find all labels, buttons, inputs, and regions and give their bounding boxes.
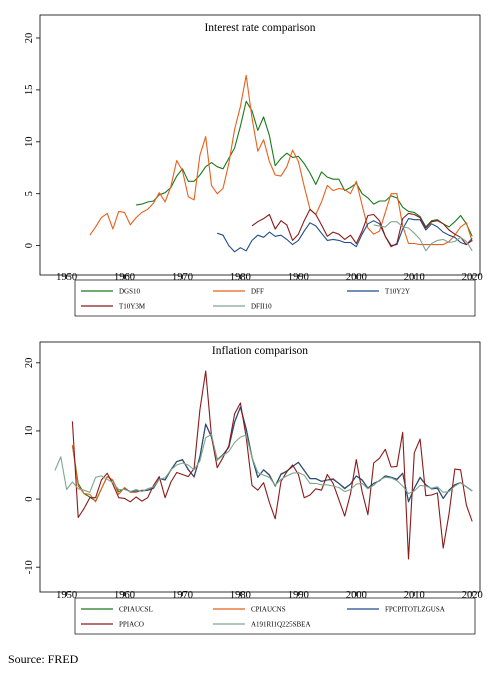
- series-line-dgs10: [136, 100, 473, 237]
- y-tick-label: 5: [24, 191, 35, 196]
- y-tick-label: 0: [24, 496, 35, 501]
- source-note: Source: FRED: [8, 652, 79, 666]
- legend-label: T10Y3M: [119, 303, 146, 311]
- x-tick-label: 2000: [346, 590, 367, 601]
- x-tick-label: 1980: [230, 272, 251, 283]
- x-tick-label: 1960: [114, 272, 135, 283]
- x-tick-label: 2020: [462, 272, 483, 283]
- series-line-t10y3m: [251, 208, 473, 248]
- x-tick-label: 1990: [288, 272, 309, 283]
- legend-label: T10Y2Y: [385, 288, 410, 296]
- series-line-t10y2y: [217, 218, 473, 253]
- legend-label: DFII10: [251, 303, 272, 311]
- chart-title: Inflation comparison: [212, 345, 308, 357]
- series-line-dfii10: [373, 221, 473, 252]
- plot-frame: [39, 14, 481, 276]
- legend-label: CPIAUCSL: [119, 606, 153, 614]
- interest-chart: Interest rate comparison 1950 1960 1970 1980…: [24, 14, 483, 317]
- x-tick-label: 2020: [462, 590, 483, 601]
- x-tick-label: 1950: [56, 272, 77, 283]
- y-tick-label: 20: [24, 358, 35, 369]
- series-line-dff: [89, 74, 473, 246]
- legend-label: FPCPITOTLZGUSA: [385, 606, 445, 614]
- y-tick-label: 15: [24, 85, 35, 96]
- x-tick-label: 2010: [404, 590, 425, 601]
- inflation-chart: Inflation comparison 1950 1960 1970 1980 1990…: [24, 341, 483, 635]
- x-tick-label: 1950: [56, 590, 77, 601]
- chart-title: Interest rate comparison: [204, 22, 315, 34]
- x-tick-label: 1970: [172, 590, 193, 601]
- legend-label: PPIACO: [119, 621, 144, 629]
- series-line-a191ri1q225sbea: [54, 433, 473, 495]
- plot-frame: [39, 341, 481, 593]
- legend-label: A191RI1Q225SBEA: [251, 621, 311, 629]
- legend-label: DFF: [251, 288, 264, 296]
- legend-label: DGS10: [119, 288, 141, 296]
- y-tick-label: -10: [24, 560, 35, 574]
- series-line-ppiaco: [71, 370, 473, 560]
- y-tick-label: 20: [24, 33, 35, 44]
- y-tick-label: 10: [24, 426, 35, 437]
- legend-label: CPIAUCNS: [251, 606, 286, 614]
- x-tick-label: 1970: [172, 272, 193, 283]
- x-tick-label: 1990: [288, 590, 309, 601]
- legend-box: [74, 279, 476, 317]
- x-tick-label: 2000: [346, 272, 367, 283]
- y-tick-label: 0: [24, 243, 35, 248]
- y-tick-label: 10: [24, 137, 35, 148]
- x-tick-label: 2010: [404, 272, 425, 283]
- series-line-fpcpitotlzgusa: [124, 406, 473, 503]
- x-tick-label: 1960: [114, 590, 135, 601]
- legend-box: [74, 597, 476, 635]
- x-tick-label: 1980: [230, 590, 251, 601]
